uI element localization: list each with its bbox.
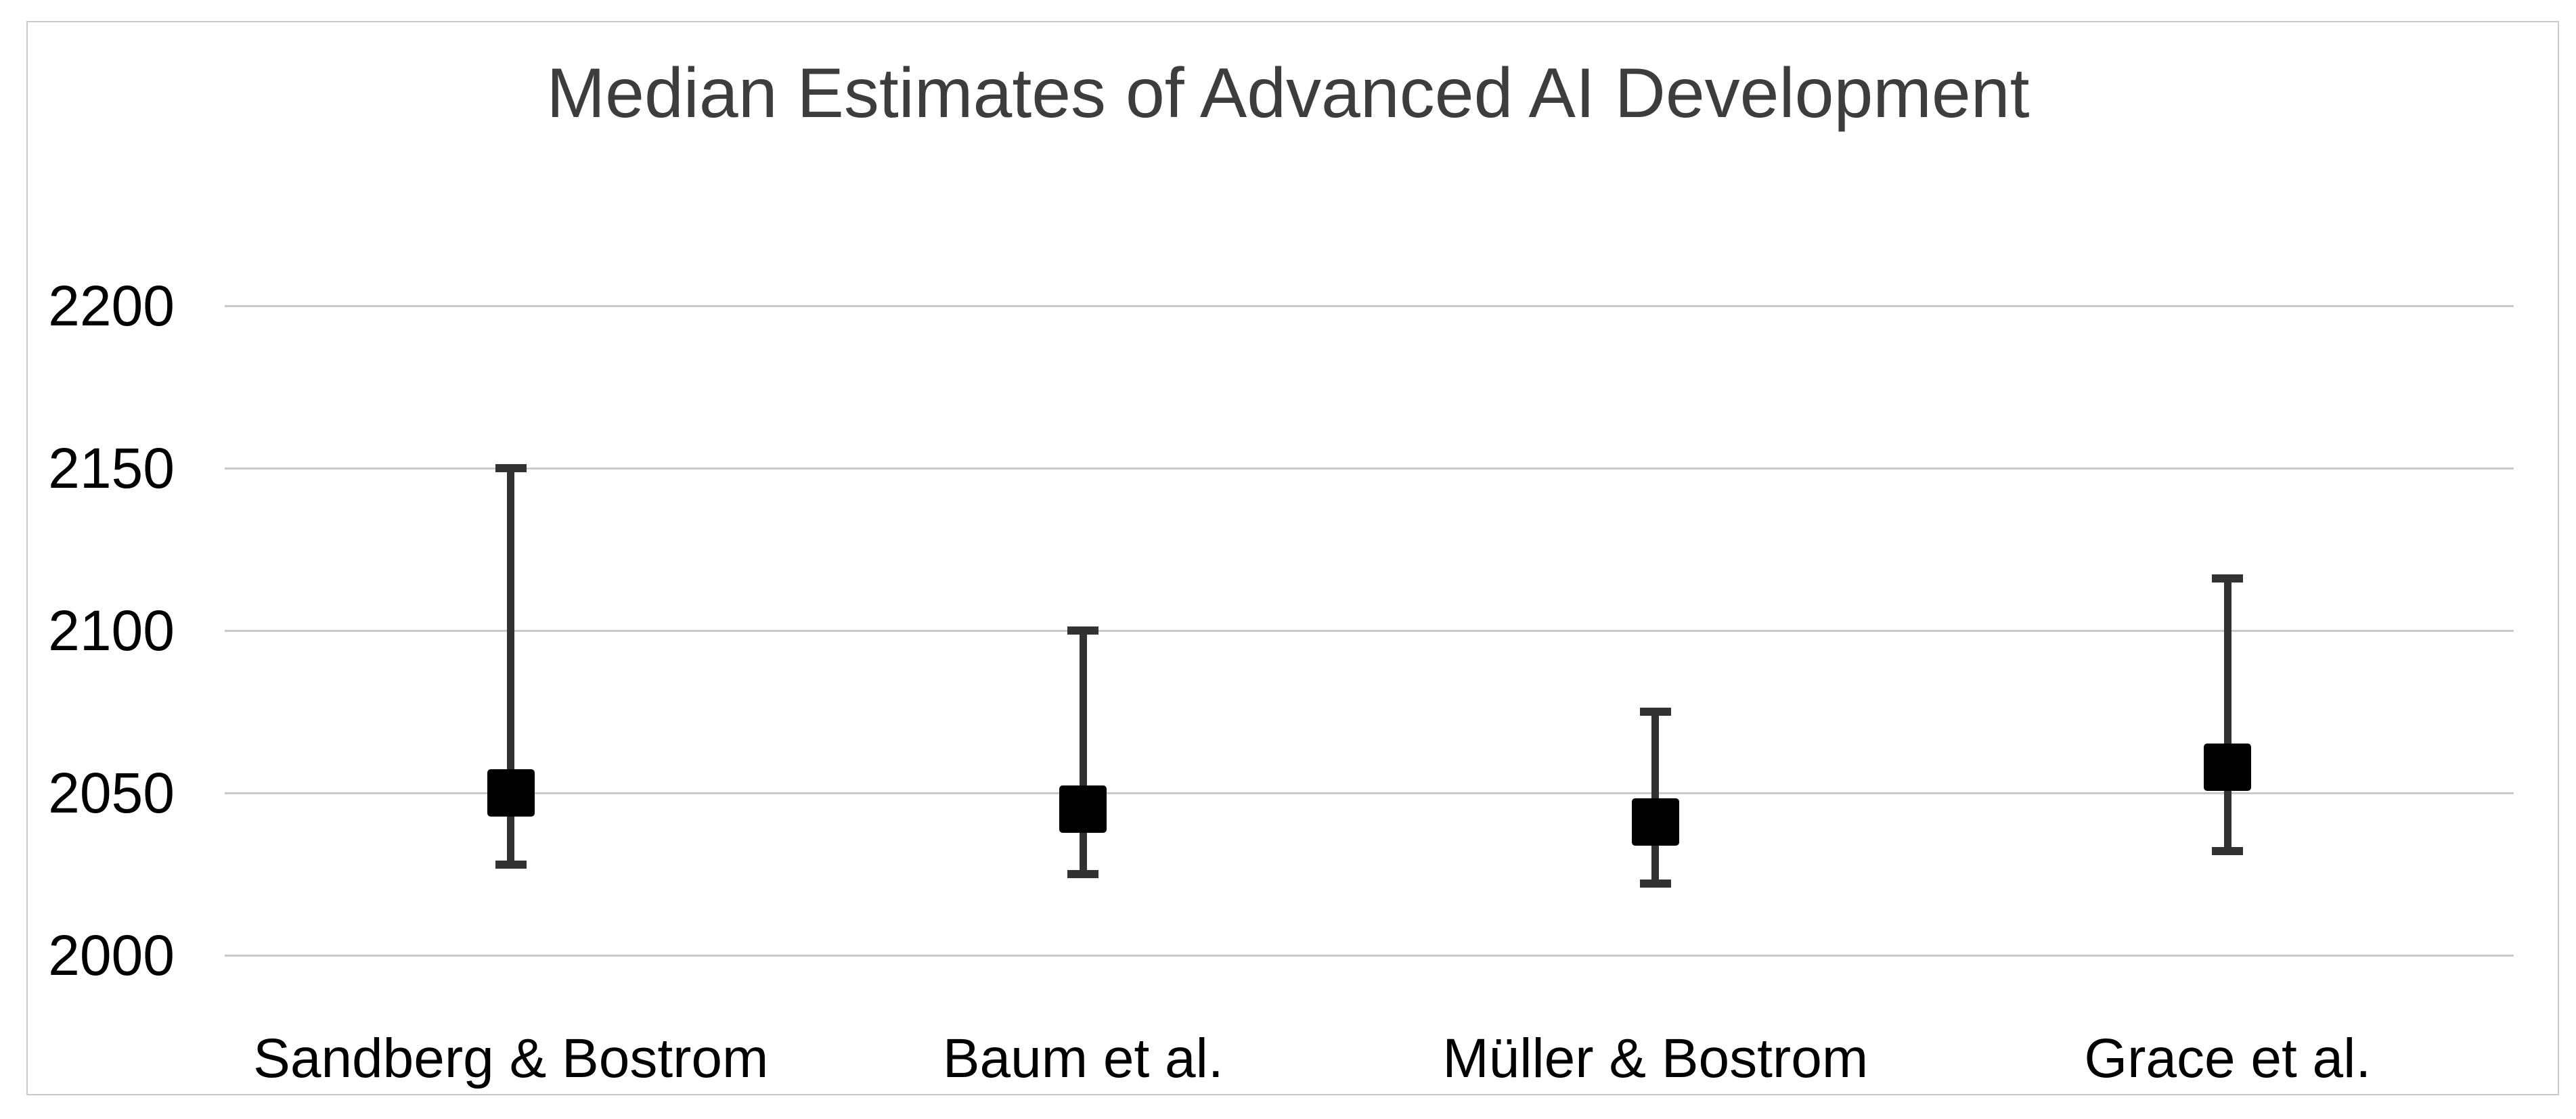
x-axis-category-label: Baum et al. [942, 1028, 1224, 1089]
y-gridline [225, 629, 2514, 632]
y-gridline [225, 954, 2514, 957]
y-axis-tick-label: 2150 [48, 436, 175, 500]
x-axis-category-label: Sandberg & Bostrom [253, 1028, 769, 1089]
median-marker [487, 769, 535, 817]
y-gridline [225, 467, 2514, 470]
y-gridline [225, 304, 2514, 307]
error-bar-cap-low [1639, 880, 1671, 888]
error-bar-cap-low [2212, 847, 2244, 856]
error-bar-cap-low [495, 860, 527, 869]
y-axis-tick-label: 2100 [48, 599, 175, 662]
x-axis-category-label: Müller & Bostrom [1442, 1028, 1869, 1089]
error-bar-line [2223, 578, 2231, 852]
median-marker [1631, 798, 1679, 846]
error-bar-cap-high [495, 464, 527, 472]
y-axis-tick-label: 2050 [48, 761, 175, 825]
error-bar-cap-low [1067, 870, 1099, 878]
chart-frame [26, 21, 2559, 1095]
y-axis-tick-label: 2200 [48, 274, 175, 338]
error-bar-cap-high [1067, 626, 1099, 635]
y-gridline [225, 792, 2514, 794]
error-bar-line [1651, 712, 1660, 884]
y-axis-tick-label: 2000 [48, 923, 175, 987]
error-bar-line [1079, 631, 1087, 874]
error-bar-line [507, 468, 515, 865]
median-marker [1059, 785, 1107, 833]
error-bar-cap-high [2212, 574, 2244, 583]
error-bar-cap-high [1639, 708, 1671, 716]
chart-title: Median Estimates of Advanced AI Developm… [546, 54, 2030, 133]
x-axis-category-label: Grace et al. [2084, 1028, 2372, 1089]
median-marker [2204, 743, 2252, 791]
